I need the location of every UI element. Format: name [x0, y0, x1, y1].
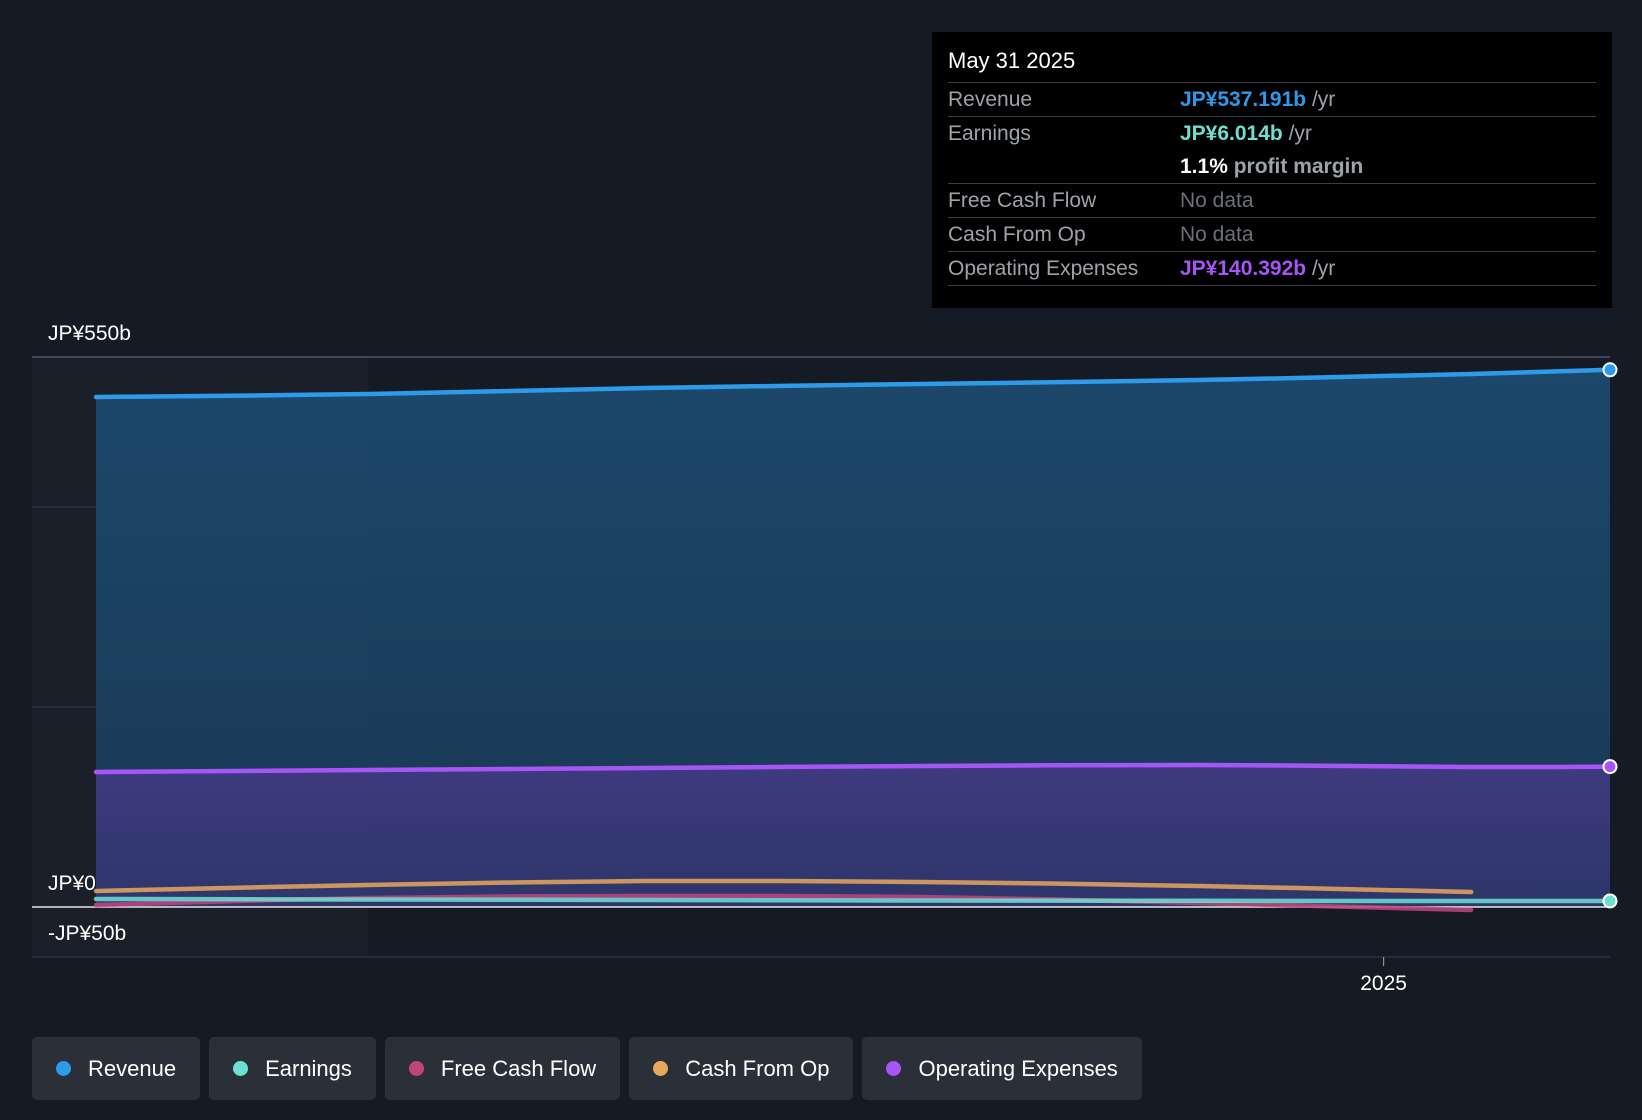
- line-cash-from-op: [93, 878, 1474, 895]
- tooltip-row-margin: 1.1% profit margin: [948, 150, 1596, 183]
- earnings-dot-icon: [233, 1061, 249, 1076]
- legend-label-earnings: Earnings: [265, 1055, 352, 1081]
- cash-from-op-dot-icon: [653, 1061, 669, 1076]
- tooltip-opex-label: Operating Expenses: [948, 257, 1139, 280]
- y-tick-label-1: JP¥0: [48, 872, 96, 895]
- tooltip-row-earnings: Earnings JP¥6.014b /yr: [948, 116, 1596, 150]
- tooltip-divider: [948, 285, 1596, 286]
- tooltip-earnings-value: JP¥6.014b: [1180, 122, 1283, 145]
- tooltip-row-cfo: Cash From Op No data: [948, 217, 1596, 251]
- area-operating-expenses: [96, 764, 1610, 907]
- legend-item-operating-expenses[interactable]: Operating Expenses: [862, 1037, 1142, 1100]
- legend-item-revenue[interactable]: Revenue: [32, 1037, 201, 1100]
- tooltip-panel: May 31 2025 Revenue JP¥537.191b /yr Earn…: [932, 32, 1612, 308]
- tooltip-opex-value: JP¥140.392b: [1180, 257, 1307, 280]
- tooltip-fcf-value: No data: [1180, 189, 1254, 212]
- legend-item-free-cash-flow[interactable]: Free Cash Flow: [384, 1037, 621, 1100]
- chart: JP¥550b JP¥0 -JP¥50b 2025: [32, 322, 1618, 995]
- marker-earnings: [1602, 893, 1618, 909]
- tooltip-revenue-value: JP¥537.191b: [1180, 88, 1307, 111]
- legend-label-free-cash-flow: Free Cash Flow: [440, 1055, 597, 1081]
- legend-item-cash-from-op[interactable]: Cash From Op: [629, 1037, 854, 1100]
- tooltip-row-fcf: Free Cash Flow No data: [948, 183, 1596, 217]
- free-cash-flow-dot-icon: [408, 1061, 424, 1076]
- y-tick-label-2: -JP¥50b: [48, 922, 126, 945]
- tooltip-opex-unit: /yr: [1311, 257, 1336, 280]
- tooltip-margin-text: profit margin: [1233, 155, 1364, 178]
- tooltip-revenue-unit: /yr: [1311, 88, 1336, 111]
- line-earnings: [93, 896, 1613, 904]
- legend-item-earnings[interactable]: Earnings: [209, 1037, 376, 1100]
- tooltip-margin-value: 1.1%: [1180, 155, 1228, 178]
- line-operating-expenses: [93, 762, 1613, 775]
- operating-expenses-dot-icon: [886, 1061, 902, 1076]
- marker-revenue: [1602, 362, 1618, 378]
- tooltip-row-opex: Operating Expenses JP¥140.392b /yr: [948, 251, 1596, 285]
- tooltip-earnings-unit: /yr: [1288, 122, 1312, 145]
- x-tick-label-0: 2025: [1360, 972, 1407, 995]
- legend: Revenue Earnings Free Cash Flow Cash Fro…: [32, 1037, 1142, 1100]
- legend-label-revenue: Revenue: [88, 1055, 177, 1081]
- marker-operating-expenses: [1602, 759, 1618, 775]
- legend-label-cash-from-op: Cash From Op: [685, 1055, 830, 1081]
- line-revenue: [93, 367, 1613, 400]
- tooltip-cfo-value: No data: [1180, 223, 1254, 246]
- y-tick-label-0: JP¥550b: [48, 322, 131, 345]
- tooltip-earnings-label: Earnings: [948, 122, 1031, 145]
- legend-label-operating-expenses: Operating Expenses: [918, 1055, 1118, 1081]
- tooltip-revenue-label: Revenue: [948, 88, 1033, 111]
- tooltip-row-revenue: Revenue JP¥537.191b /yr: [948, 82, 1596, 116]
- tooltip-date: May 31 2025: [948, 48, 1076, 73]
- tooltip-cfo-label: Cash From Op: [948, 223, 1086, 246]
- revenue-dot-icon: [56, 1061, 71, 1076]
- tooltip-fcf-label: Free Cash Flow: [948, 189, 1097, 212]
